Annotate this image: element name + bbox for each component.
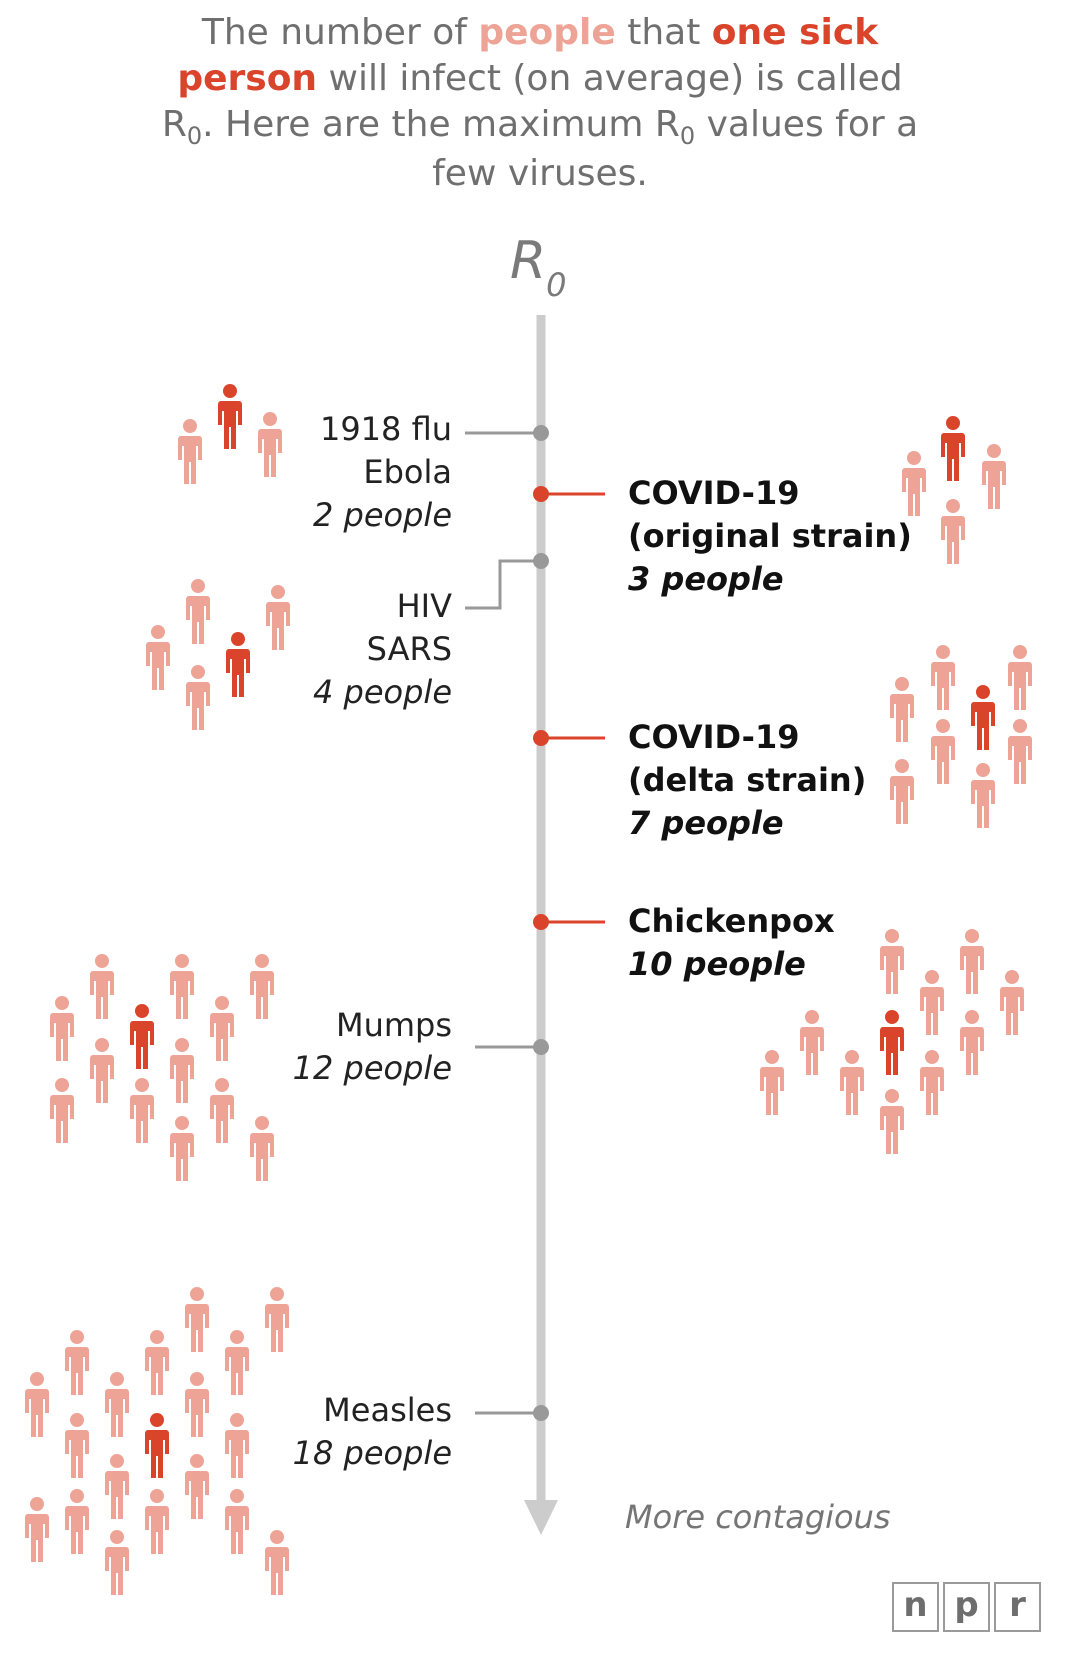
label-hiv-sars: HIV SARS 4 people: [313, 585, 452, 714]
label-flu: 1918 flu: [319, 410, 452, 448]
label-covid-original: COVID-19 (original strain) 3 people: [628, 472, 912, 601]
label-covid-delta-name: COVID-19: [628, 718, 800, 756]
intro-part2: that: [615, 12, 712, 53]
label-covid-original-count: 3 people: [628, 560, 784, 598]
label-mumps-count: 12 people: [292, 1049, 452, 1087]
label-covid-original-strain: (original strain): [628, 517, 912, 555]
label-mumps-name: Mumps: [335, 1006, 452, 1044]
intro-part5: values for a few viruses.: [432, 104, 919, 194]
label-hiv-count: 4 people: [313, 673, 452, 711]
dot-mumps: [533, 1039, 549, 1055]
label-hiv: HIV: [396, 587, 452, 625]
intro-part4: . Here are the maximum R: [202, 104, 680, 145]
label-measles: Measles 18 people: [293, 1389, 452, 1475]
label-covid-delta-strain: (delta strain): [628, 761, 867, 799]
label-sars: SARS: [366, 630, 452, 668]
dot-measles: [533, 1405, 549, 1421]
npr-logo-p: p: [943, 1582, 990, 1632]
people-cluster-hiv: [146, 579, 290, 730]
label-chickenpox: Chickenpox 10 people: [628, 900, 835, 986]
intro-part1: The number of: [201, 12, 479, 53]
people-cluster-mumps: [50, 954, 274, 1181]
label-ebola: Ebola: [363, 453, 452, 491]
label-covid-delta: COVID-19 (delta strain) 7 people: [628, 716, 866, 845]
label-mumps: Mumps 12 people: [293, 1004, 452, 1090]
npr-logo-r: r: [994, 1582, 1041, 1632]
people-cluster-covid-delta: [890, 645, 1032, 828]
label-measles-count: 18 people: [292, 1434, 452, 1472]
label-chickenpox-name: Chickenpox: [628, 902, 835, 940]
label-covid-delta-count: 7 people: [628, 804, 784, 842]
npr-logo-n: n: [892, 1582, 939, 1632]
label-measles-name: Measles: [323, 1391, 452, 1429]
dot-chickenpox: [533, 914, 549, 930]
label-flu-ebola: 1918 flu Ebola 2 people: [313, 408, 452, 537]
axis-title-sub: 0: [546, 266, 566, 304]
intro-subscript-1: 0: [186, 122, 203, 150]
dot-flu: [533, 425, 549, 441]
axis-arrowhead: [524, 1500, 558, 1535]
npr-logo: n p r: [892, 1582, 1041, 1632]
intro-one-sick-person: one sick person: [177, 12, 879, 99]
label-flu-count: 2 people: [313, 496, 452, 534]
dot-covid-delta: [533, 730, 549, 746]
intro-people: people: [478, 12, 616, 53]
axis-title-r: R: [510, 231, 546, 291]
label-covid-original-name: COVID-19: [628, 474, 800, 512]
intro-text: The number of people that one sick perso…: [160, 10, 920, 197]
people-cluster-flu: [178, 384, 282, 484]
label-chickenpox-count: 10 people: [628, 945, 806, 983]
people-cluster-measles: [25, 1287, 289, 1595]
more-contagious-label: More contagious: [625, 1498, 891, 1536]
dot-hiv: [533, 553, 549, 569]
intro-part3: will infect (on average) is called R: [161, 58, 903, 145]
axis-title: R0: [510, 231, 567, 304]
connector-hiv: [465, 559, 541, 610]
people-cluster-covid-original: [902, 416, 1006, 564]
intro-subscript-2: 0: [679, 122, 696, 150]
dot-covid-original: [533, 486, 549, 502]
